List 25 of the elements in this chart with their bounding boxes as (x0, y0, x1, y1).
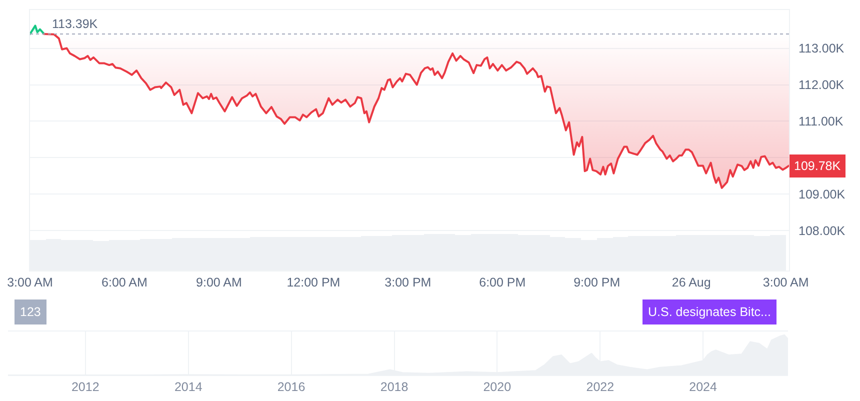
x-tick-label: 2022 (586, 380, 614, 394)
y-tick-label: 111.00K (798, 114, 844, 129)
x-tick-label: 9:00 PM (574, 276, 620, 290)
x-tick-label: 3:00 AM (762, 276, 809, 290)
y-tick-label: 112.00K (798, 78, 845, 92)
x-tick-label: 12:00 PM (286, 276, 340, 290)
text: U.S. designates Bitc... (648, 305, 771, 319)
y-tick-label: 109.00K (798, 188, 846, 202)
x-tick-label: 9:00 AM (196, 276, 242, 290)
x-tick-label: 26 Aug (672, 276, 711, 290)
x-tick-label: 6:00 AM (102, 276, 148, 290)
annotation: 109.78K (794, 159, 842, 173)
ref-line-label: 113.39K (52, 17, 98, 31)
x-tick-label: 2018 (380, 380, 408, 394)
y-tick-label: 108.00K (798, 224, 846, 238)
x-tick-label: 2016 (277, 380, 306, 394)
x-tick-label: 2014 (174, 380, 202, 394)
x-tick-label: 2012 (71, 380, 100, 394)
x-tick-label: 3:00 PM (384, 276, 432, 290)
x-tick-label: 6:00 PM (479, 276, 526, 290)
y-tick-label: 113.00K (798, 42, 845, 56)
x-tick-label: 2020 (483, 380, 512, 394)
x-tick-label: 2024 (689, 380, 717, 394)
text: 123 (20, 305, 41, 319)
x-tick-label: 3:00 AM (7, 276, 53, 290)
